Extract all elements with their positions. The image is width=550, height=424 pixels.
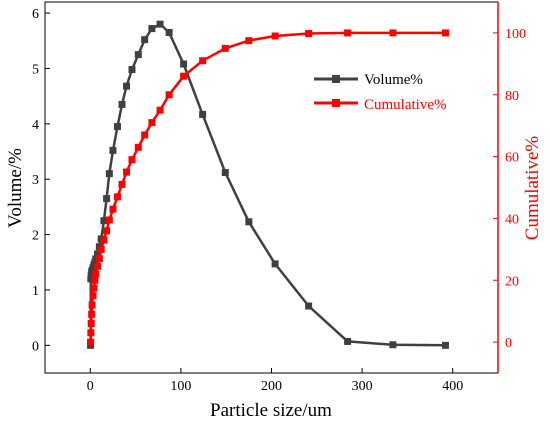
legend-label-cumulative: Cumulative% bbox=[364, 97, 447, 113]
series-1-point-9 bbox=[94, 262, 102, 270]
y-tick-label-5: 5 bbox=[32, 62, 39, 77]
x-tick-label-400: 400 bbox=[442, 379, 463, 394]
series-1-point-22 bbox=[148, 119, 156, 127]
series-1-point-27 bbox=[221, 44, 229, 52]
series-1-point-13 bbox=[103, 227, 111, 235]
series-1-point-15 bbox=[109, 205, 117, 213]
series-0-point-19 bbox=[128, 66, 136, 74]
series-1-point-32 bbox=[389, 29, 397, 37]
y-tick-label-4: 4 bbox=[32, 118, 39, 133]
series-volume bbox=[87, 20, 449, 349]
series-1-point-23 bbox=[156, 106, 164, 114]
series-1-point-16 bbox=[113, 193, 121, 201]
y2-tick-label-60: 60 bbox=[505, 151, 519, 166]
series-0-point-26 bbox=[199, 110, 207, 118]
series-1-point-14 bbox=[105, 216, 113, 224]
series-1-point-6 bbox=[90, 284, 98, 292]
y-tick-label-2: 2 bbox=[32, 229, 39, 244]
series-0-point-28 bbox=[245, 218, 253, 226]
legend: Volume% Cumulative% bbox=[314, 72, 447, 113]
series-1-point-17 bbox=[118, 180, 126, 188]
series-1-point-8 bbox=[92, 270, 100, 278]
series-line-1 bbox=[89, 31, 446, 343]
y-tick-label-3: 3 bbox=[32, 173, 39, 188]
legend-marker-volume bbox=[332, 75, 340, 83]
legend-marker-cumulative bbox=[332, 99, 340, 107]
series-1-point-25 bbox=[180, 72, 188, 80]
x-axis-title: Particle size/um bbox=[210, 400, 332, 421]
series-0-point-16 bbox=[113, 123, 121, 131]
y-tick-label-1: 1 bbox=[32, 284, 39, 299]
y2-tick-label-100: 100 bbox=[505, 27, 526, 42]
series-1-point-28 bbox=[245, 37, 253, 45]
series-1-point-21 bbox=[141, 131, 149, 139]
series-1-point-2 bbox=[87, 320, 95, 328]
y2-tick-label-40: 40 bbox=[505, 212, 519, 227]
y2-tick-label-20: 20 bbox=[505, 274, 519, 289]
series-0-point-15 bbox=[109, 146, 117, 154]
x-tick-label-300: 300 bbox=[352, 379, 373, 394]
series-0-point-25 bbox=[180, 60, 188, 68]
series-1-point-4 bbox=[88, 301, 96, 309]
plot-frame bbox=[44, 1, 499, 374]
series-layer bbox=[87, 20, 449, 349]
series-1-point-26 bbox=[199, 57, 207, 65]
series-0-point-18 bbox=[123, 82, 131, 90]
series-1-point-18 bbox=[123, 168, 131, 176]
series-1-point-24 bbox=[165, 91, 173, 99]
series-1-point-20 bbox=[134, 143, 142, 151]
series-1-point-3 bbox=[88, 310, 96, 318]
series-1-point-31 bbox=[344, 29, 352, 37]
series-0-point-31 bbox=[344, 337, 352, 345]
series-0-point-32 bbox=[389, 341, 397, 349]
series-0-point-9 bbox=[94, 250, 102, 258]
y2-axis-title: Cumulative% bbox=[522, 136, 543, 241]
series-1-point-29 bbox=[271, 32, 279, 40]
series-0-point-21 bbox=[141, 36, 149, 44]
series-1-point-30 bbox=[305, 30, 313, 38]
series-1-point-10 bbox=[95, 255, 103, 263]
series-0-point-14 bbox=[105, 170, 113, 178]
series-0-point-30 bbox=[305, 302, 313, 310]
series-1-point-5 bbox=[89, 292, 97, 300]
y-axis-title: Volume/% bbox=[5, 148, 26, 228]
series-0-point-22 bbox=[148, 25, 156, 33]
y-tick-label-0: 0 bbox=[32, 339, 39, 354]
y2-tick-label-0: 0 bbox=[505, 336, 512, 351]
x-tick-label-100: 100 bbox=[170, 379, 191, 394]
series-0-point-17 bbox=[118, 100, 126, 108]
y-tick-label-6: 6 bbox=[32, 7, 39, 22]
series-0-point-13 bbox=[103, 195, 111, 203]
y2-tick-label-80: 80 bbox=[505, 89, 519, 104]
series-0-point-27 bbox=[221, 169, 229, 177]
series-1-point-0 bbox=[87, 338, 95, 346]
series-0-point-29 bbox=[271, 260, 279, 268]
series-cumulative bbox=[87, 29, 449, 346]
x-tick-label-0: 0 bbox=[87, 379, 94, 394]
series-0-point-1 bbox=[87, 275, 95, 283]
x-tick-label-200: 200 bbox=[261, 379, 282, 394]
series-1-point-12 bbox=[100, 236, 108, 244]
legend-label-volume: Volume% bbox=[364, 72, 423, 88]
series-1-point-33 bbox=[441, 29, 449, 37]
series-0-point-33 bbox=[441, 341, 449, 349]
series-0-point-8 bbox=[92, 255, 100, 263]
series-0-point-12 bbox=[100, 217, 108, 225]
series-0-point-20 bbox=[134, 51, 142, 59]
series-1-point-11 bbox=[97, 245, 105, 253]
series-0-point-24 bbox=[165, 28, 173, 36]
series-0-point-23 bbox=[156, 20, 164, 28]
series-1-point-1 bbox=[87, 329, 95, 337]
series-1-point-19 bbox=[128, 156, 136, 164]
series-1-point-7 bbox=[91, 276, 99, 284]
